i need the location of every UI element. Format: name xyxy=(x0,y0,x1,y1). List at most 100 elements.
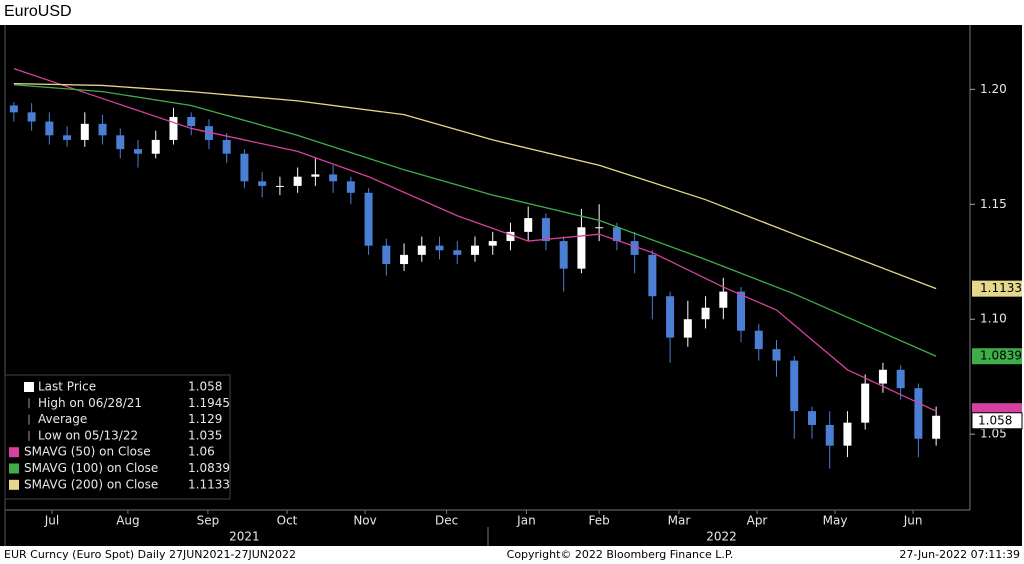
candle-body xyxy=(80,123,89,140)
candle-body xyxy=(240,153,249,182)
candle-body xyxy=(98,123,107,136)
candle-body xyxy=(116,135,125,150)
candle-body xyxy=(914,388,923,439)
footer-right: 27-Jun-2022 07:11:39 xyxy=(899,548,1020,561)
candle-body xyxy=(932,415,941,439)
candle-body xyxy=(453,250,462,255)
x-tick-label: Aug xyxy=(116,514,139,528)
candle-body xyxy=(63,135,72,140)
chart-title: EuroUSD xyxy=(4,3,72,20)
x-tick-label: Jan xyxy=(516,514,536,528)
candle-body xyxy=(488,241,497,246)
last-price-tag xyxy=(971,412,1023,430)
candle-body xyxy=(524,218,533,232)
sma-line xyxy=(13,84,937,357)
candle-body xyxy=(222,139,231,154)
candle-body xyxy=(506,231,515,242)
value-tag xyxy=(972,280,1022,297)
candle-body xyxy=(151,139,160,154)
x-tick-label: Apr xyxy=(747,514,768,528)
candle-body xyxy=(9,105,18,113)
candle-body xyxy=(648,254,657,297)
legend-value: 1.035 xyxy=(188,428,222,442)
candle-body xyxy=(329,174,338,182)
candle-body xyxy=(311,174,320,177)
candle-body xyxy=(346,181,355,193)
footer-left: EUR Curncy (Euro Spot) Daily 27JUN2021-2… xyxy=(4,548,296,561)
value-tag xyxy=(972,348,1022,365)
last-price-label: 1.058 xyxy=(978,413,1012,427)
candle-body xyxy=(577,227,586,269)
x-tick-label: Feb xyxy=(589,514,610,528)
candle-body xyxy=(825,424,834,446)
x-tick-label: Dec xyxy=(435,514,458,528)
candle-body xyxy=(861,383,870,423)
legend-value: 1.058 xyxy=(188,380,222,394)
x-tick-label: May xyxy=(823,514,848,528)
legend-value: 1.0839 xyxy=(188,461,230,475)
candle-body xyxy=(559,241,568,269)
sma-line xyxy=(13,82,937,290)
y-tick-label: 1.15 xyxy=(980,197,1007,211)
x-tick-label: Oct xyxy=(277,514,298,528)
candle-body xyxy=(754,330,763,350)
x-tick-label: Jun xyxy=(903,514,923,528)
legend-label: High on 06/28/21 xyxy=(38,396,142,410)
candle-body xyxy=(204,126,213,140)
candle-body xyxy=(737,291,746,331)
candle-body xyxy=(878,369,887,384)
candle-body xyxy=(275,185,284,187)
candle-body xyxy=(666,296,675,338)
candle-body xyxy=(45,121,54,136)
legend-swatch xyxy=(24,382,34,392)
candle-body xyxy=(612,227,621,242)
value-tag-label: 1.0839 xyxy=(980,349,1022,363)
candle-body xyxy=(169,116,178,140)
legend-value: 1.129 xyxy=(188,412,222,426)
legend-value: 1.1945 xyxy=(188,396,230,410)
legend-label: Average xyxy=(38,412,87,426)
candle-body xyxy=(790,360,799,412)
legend-swatch xyxy=(9,447,19,458)
y-tick-label: 1.10 xyxy=(980,312,1007,326)
candle-body xyxy=(364,192,373,246)
candle-body xyxy=(701,307,710,320)
year-label: 2022 xyxy=(706,530,737,544)
candle-body xyxy=(843,422,852,446)
legend-swatch xyxy=(9,463,19,474)
x-tick-label: Sep xyxy=(197,514,220,528)
x-tick-label: Jul xyxy=(44,514,59,528)
legend-label: Last Price xyxy=(38,380,96,394)
candle-body xyxy=(595,227,604,229)
candle-body xyxy=(382,245,391,265)
candle-body xyxy=(719,291,728,308)
candle-body xyxy=(400,254,409,265)
candle-body xyxy=(683,319,692,338)
candle-body xyxy=(187,116,196,127)
candle-body xyxy=(541,218,550,242)
legend-value: 1.1133 xyxy=(188,477,230,491)
candle-body xyxy=(471,245,479,255)
legend-value: 1.06 xyxy=(188,445,215,459)
candle-body xyxy=(896,369,905,389)
x-tick-label: Nov xyxy=(353,514,376,528)
y-tick-label: 1.05 xyxy=(980,427,1007,441)
footer-center: Copyright© 2022 Bloomberg Finance L.P. xyxy=(507,548,734,561)
candle-body xyxy=(293,176,302,186)
y-tick-label: 1.20 xyxy=(980,82,1007,96)
legend-label: SMAVG (100) on Close xyxy=(24,461,158,475)
year-label: 2021 xyxy=(229,530,260,544)
legend-label: Low on 05/13/22 xyxy=(38,428,138,442)
candle-body xyxy=(435,245,444,251)
legend-label: SMAVG (50) on Close xyxy=(24,445,151,459)
candle-body xyxy=(630,241,639,255)
legend-label: SMAVG (200) on Close xyxy=(24,477,158,491)
candle-body xyxy=(134,149,143,154)
legend-box xyxy=(4,374,231,500)
candle-body xyxy=(27,112,36,122)
legend-swatch xyxy=(9,479,19,490)
candle-body xyxy=(417,245,426,255)
candle-body xyxy=(807,411,816,425)
x-tick-label: Mar xyxy=(668,514,691,528)
